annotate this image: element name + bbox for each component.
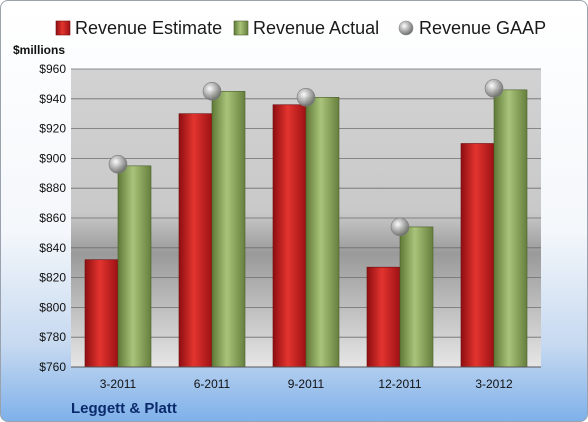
y-tick-label: $820 — [39, 271, 66, 285]
y-tick-label: $960 — [39, 62, 66, 76]
bar-revenue-actual — [117, 165, 152, 368]
gaap-markers — [108, 79, 504, 237]
bar-revenue-estimate — [272, 104, 307, 368]
marker-revenue-gaap — [202, 82, 222, 101]
y-tick-label: $860 — [39, 211, 66, 225]
legend-swatch-estimate — [55, 20, 71, 36]
x-axis-labels: 3-2011 6-2011 9-2011 12-2011 3-2012 — [100, 377, 513, 391]
x-tick-label: 6-2011 — [194, 377, 231, 391]
x-tick-label: 3-2011 — [100, 377, 137, 391]
x-tick-label: 9-2011 — [288, 377, 325, 391]
x-tick-label: 3-2012 — [475, 377, 513, 391]
legend-item-revenue-actual: Revenue Actual — [233, 18, 379, 38]
y-tick-label: $880 — [39, 181, 66, 195]
legend-item-revenue-estimate: Revenue Estimate — [55, 18, 222, 38]
legend-label-actual: Revenue Actual — [253, 18, 379, 38]
x-tick-label: 12-2011 — [378, 377, 421, 391]
marker-revenue-gaap — [484, 79, 504, 98]
marker-revenue-gaap — [390, 217, 410, 237]
y-tick-label: $780 — [39, 330, 66, 344]
legend-label-estimate: Revenue Estimate — [75, 18, 222, 38]
legend: Revenue Estimate Revenue Actual Revenue … — [55, 18, 546, 38]
legend-marker-gaap — [398, 20, 414, 36]
y-axis-unit-label: $millions — [13, 43, 65, 57]
bar-revenue-estimate — [366, 266, 401, 368]
legend-item-revenue-gaap: Revenue GAAP — [398, 18, 546, 38]
legend-label-gaap: Revenue GAAP — [419, 18, 546, 38]
marker-revenue-gaap — [108, 155, 128, 174]
y-tick-label: $760 — [39, 360, 66, 374]
legend-swatch-actual — [233, 20, 249, 36]
marker-revenue-gaap — [296, 88, 316, 107]
bars — [84, 89, 528, 368]
company-label: Leggett & Platt — [71, 400, 177, 417]
bar-revenue-actual — [399, 226, 434, 368]
y-axis-ticks: $760 $780 $800 $820 $840 $860 $880 $900 $920 $940… — [39, 62, 66, 374]
bar-revenue-estimate — [460, 143, 495, 368]
bar-revenue-estimate — [178, 113, 213, 368]
bar-revenue-estimate — [84, 259, 119, 368]
bar-revenue-actual — [493, 89, 528, 368]
y-tick-label: $920 — [39, 122, 66, 136]
y-tick-label: $800 — [39, 300, 66, 314]
y-tick-label: $900 — [39, 151, 66, 165]
bar-revenue-actual — [305, 97, 340, 368]
y-tick-label: $940 — [39, 92, 66, 106]
bar-revenue-actual — [211, 91, 246, 368]
y-tick-label: $840 — [39, 241, 66, 255]
